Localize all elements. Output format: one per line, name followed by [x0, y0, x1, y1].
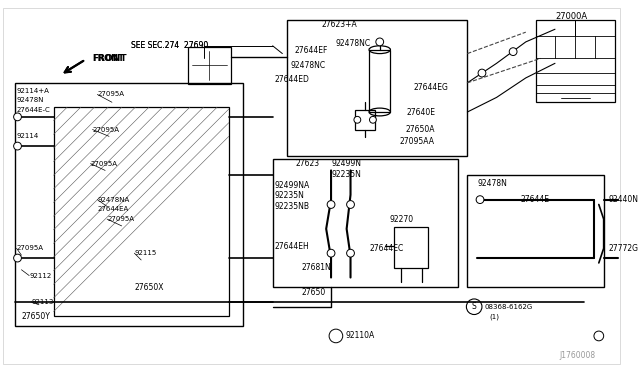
Text: 27095A: 27095A	[97, 92, 124, 97]
Circle shape	[354, 116, 361, 123]
Text: 27772G: 27772G	[609, 244, 639, 253]
Text: 27644ED: 27644ED	[275, 76, 310, 84]
Text: 27095AA: 27095AA	[399, 137, 434, 146]
Text: 27681N: 27681N	[302, 263, 332, 272]
Bar	[355, 110, 375, 129]
Text: 92499N: 92499N	[331, 159, 361, 168]
Circle shape	[509, 48, 517, 55]
Bar	[287, 19, 467, 156]
Text: 27650: 27650	[302, 288, 326, 296]
Text: S: S	[472, 302, 477, 311]
Bar	[188, 47, 231, 84]
Text: 27623: 27623	[295, 159, 319, 168]
Text: 27650A: 27650A	[405, 125, 435, 134]
Text: 92235N: 92235N	[275, 191, 305, 200]
Circle shape	[327, 249, 335, 257]
Circle shape	[476, 196, 484, 203]
Bar	[536, 19, 616, 102]
Text: 92115: 92115	[134, 250, 157, 256]
Text: 27000A: 27000A	[555, 12, 587, 21]
Text: 08368-6162G: 08368-6162G	[485, 304, 533, 310]
Text: 27623+A: 27623+A	[321, 20, 357, 29]
Bar	[54, 107, 229, 317]
Text: 27644EH: 27644EH	[275, 242, 309, 251]
Circle shape	[13, 113, 21, 121]
Text: 92235N: 92235N	[331, 170, 361, 179]
Text: 27650X: 27650X	[134, 283, 164, 292]
Circle shape	[327, 201, 335, 208]
Text: 92440N: 92440N	[609, 195, 639, 204]
Circle shape	[478, 69, 486, 77]
Text: 27650Y: 27650Y	[21, 312, 51, 321]
Text: (1): (1)	[490, 313, 500, 320]
Text: 27644EA: 27644EA	[97, 206, 129, 212]
Bar	[394, 227, 428, 268]
Circle shape	[376, 38, 383, 46]
Bar	[273, 159, 458, 287]
Text: 92113: 92113	[31, 299, 54, 305]
Circle shape	[347, 201, 355, 208]
Text: 27095A: 27095A	[17, 245, 44, 251]
Text: 92235NB: 92235NB	[275, 202, 310, 211]
Text: 27644E: 27644E	[521, 195, 550, 204]
Text: J1760008: J1760008	[560, 351, 596, 360]
Text: 92478NA: 92478NA	[97, 197, 130, 203]
Text: 27095A: 27095A	[90, 161, 118, 167]
Text: 92270: 92270	[390, 215, 413, 224]
Text: 92478NC: 92478NC	[290, 61, 325, 70]
Text: 92478N: 92478N	[477, 179, 507, 187]
Bar	[467, 175, 604, 287]
Text: SEE SEC.274  27690: SEE SEC.274 27690	[131, 41, 209, 50]
Text: 92499NA: 92499NA	[275, 180, 310, 189]
Text: 27644E-C: 27644E-C	[17, 107, 51, 113]
Circle shape	[369, 116, 376, 123]
Text: 92110A: 92110A	[346, 331, 375, 340]
Text: 27644EG: 27644EG	[414, 83, 449, 92]
Text: SEE SEC.274  27690: SEE SEC.274 27690	[131, 41, 209, 50]
Text: 92112: 92112	[29, 273, 51, 279]
Text: 27644EC: 27644EC	[370, 244, 404, 253]
Text: 92114+A: 92114+A	[17, 87, 49, 94]
Circle shape	[13, 254, 21, 262]
Text: 27095A: 27095A	[107, 216, 134, 222]
Circle shape	[13, 142, 21, 150]
Text: FRONT: FRONT	[93, 54, 125, 63]
Text: 92478NC: 92478NC	[336, 39, 371, 48]
Text: FRONT: FRONT	[93, 54, 127, 63]
Bar	[369, 50, 390, 112]
Circle shape	[347, 249, 355, 257]
Text: 27095A: 27095A	[93, 126, 120, 132]
Circle shape	[329, 329, 343, 343]
Text: 27644EF: 27644EF	[294, 46, 328, 55]
Text: 92478N: 92478N	[17, 97, 44, 103]
Text: 27640E: 27640E	[407, 108, 436, 116]
Text: 92114: 92114	[17, 133, 39, 140]
Bar	[15, 83, 243, 326]
Circle shape	[594, 331, 604, 341]
